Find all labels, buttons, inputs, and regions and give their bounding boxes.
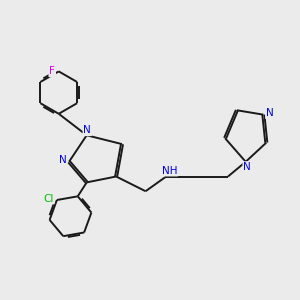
Text: NH: NH (162, 166, 178, 176)
Text: Cl: Cl (44, 194, 54, 203)
Text: N: N (266, 108, 274, 118)
Text: N: N (243, 162, 251, 172)
Text: N: N (59, 155, 66, 165)
Text: F: F (49, 66, 55, 76)
Text: N: N (83, 125, 91, 135)
